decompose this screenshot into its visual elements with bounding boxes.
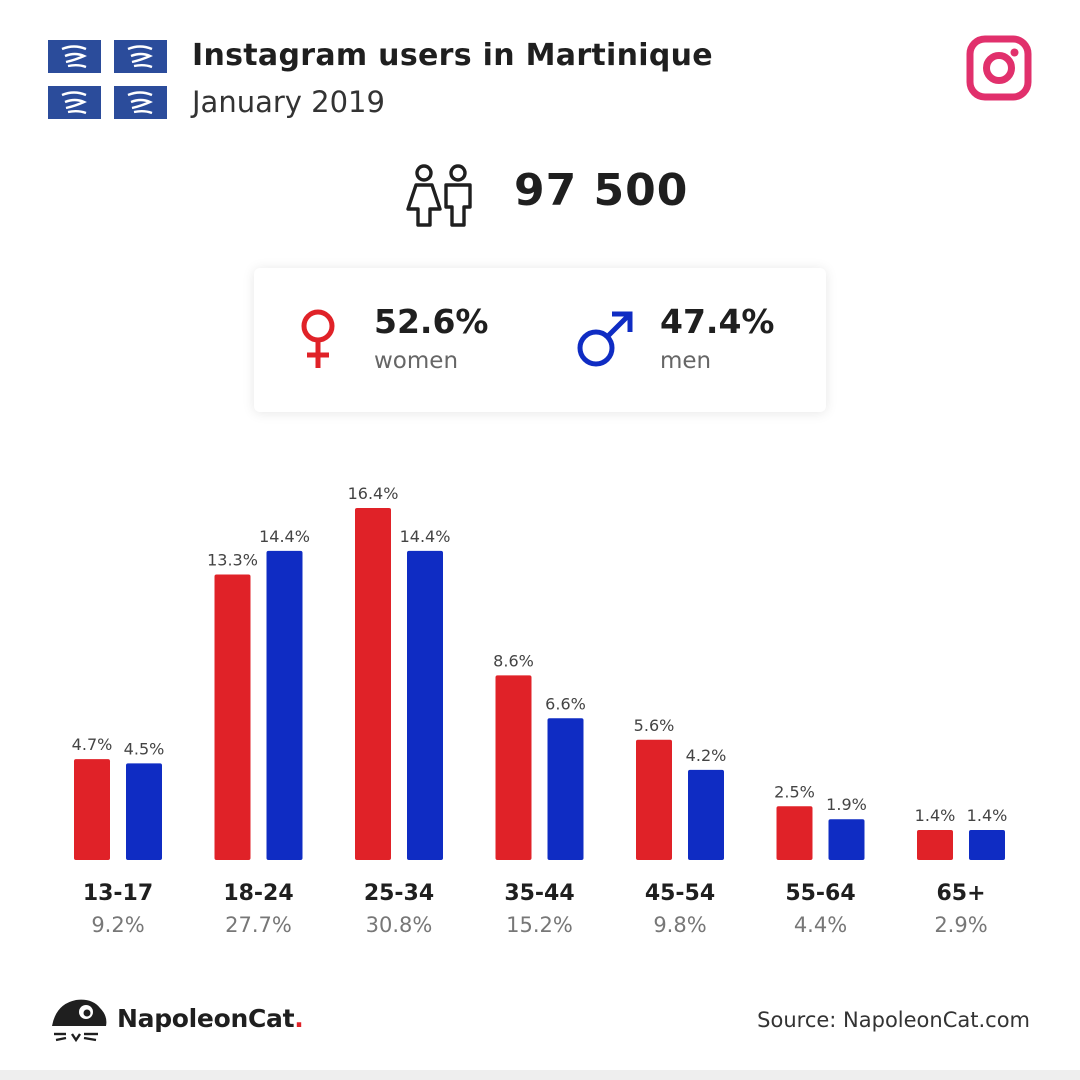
gender-card: 52.6% women 47.4% men <box>254 268 826 412</box>
category-total-13-17: 9.2% <box>91 913 144 937</box>
data-label-men-35-44: 6.6% <box>545 694 586 713</box>
bar-men-18-24 <box>266 550 303 860</box>
bar-women-35-44 <box>495 675 532 860</box>
users-icon <box>406 163 476 233</box>
women-percent: 52.6% <box>374 302 489 341</box>
bar-men-35-44 <box>547 718 584 860</box>
data-label-men-18-24: 14.4% <box>259 527 310 546</box>
category-label-35-44: 35-44 <box>504 881 574 906</box>
instagram-icon <box>966 35 1032 105</box>
brand-dot: . <box>294 1004 304 1033</box>
source-text: Source: NapoleonCat.com <box>757 1008 1030 1032</box>
female-icon <box>298 308 338 374</box>
data-label-men-55-64: 1.9% <box>826 795 867 814</box>
data-label-women-65+: 1.4% <box>915 806 956 825</box>
male-icon <box>576 310 636 374</box>
brand-name: NapoleonCat. <box>117 1004 304 1033</box>
category-total-25-34: 30.8% <box>366 913 433 937</box>
category-label-45-54: 45-54 <box>645 881 715 906</box>
data-label-men-25-34: 14.4% <box>400 527 451 546</box>
age-gender-bar-chart: 4.7% 4.5%13-179.2%13.3%14.4%18-2427.7%16.… <box>72 484 1008 937</box>
bar-women-45-54 <box>636 739 672 860</box>
brand-text: NapoleonCat <box>117 1004 295 1033</box>
data-label-women-25-34: 16.4% <box>348 484 399 503</box>
data-label-men-45-54: 4.2% <box>686 746 727 765</box>
men-percent: 47.4% <box>660 302 775 341</box>
women-label: women <box>374 348 459 374</box>
men-label: men <box>660 348 712 374</box>
category-label-25-34: 25-34 <box>364 881 434 906</box>
category-label-55-64: 55-64 <box>785 881 855 906</box>
bar-men-25-34 <box>407 550 443 860</box>
bar-women-65+ <box>917 830 953 860</box>
napoleoncat-logo-icon <box>48 994 110 1050</box>
category-label-65+: 65+ <box>936 881 985 906</box>
bar-men-45-54 <box>688 769 724 860</box>
martinique-flag-icon <box>114 86 167 119</box>
data-label-women-18-24: 13.3% <box>207 551 258 570</box>
category-total-45-54: 9.8% <box>653 913 706 937</box>
martinique-flag-icon <box>48 40 101 73</box>
category-total-35-44: 15.2% <box>506 913 573 937</box>
category-total-18-24: 27.7% <box>225 913 292 937</box>
data-label-men-65+: 1.4% <box>967 806 1008 825</box>
martinique-flag-icon <box>48 86 101 119</box>
bar-women-55-64 <box>776 806 813 860</box>
bottom-strip <box>0 1070 1080 1080</box>
data-label-men-13-17: 4.5% <box>124 739 165 758</box>
category-total-55-64: 4.4% <box>794 913 847 937</box>
page-title: Instagram users in Martinique <box>192 38 713 73</box>
bar-women-18-24 <box>214 574 251 860</box>
bar-men-13-17 <box>126 763 162 860</box>
page-subtitle: January 2019 <box>192 85 385 119</box>
bar-men-55-64 <box>828 819 865 860</box>
bar-women-13-17 <box>74 759 110 860</box>
bar-women-25-34 <box>355 508 391 860</box>
category-label-13-17: 13-17 <box>83 881 153 906</box>
bar-men-65+ <box>969 830 1005 860</box>
category-total-65+: 2.9% <box>934 913 987 937</box>
martinique-flag-icon <box>114 40 167 73</box>
total-users: 97 500 <box>514 165 689 216</box>
data-label-women-35-44: 8.6% <box>493 651 534 670</box>
data-label-women-45-54: 5.6% <box>634 716 675 735</box>
data-label-women-13-17: 4.7% <box>72 735 113 754</box>
data-label-women-55-64: 2.5% <box>774 782 815 801</box>
category-label-18-24: 18-24 <box>223 881 293 906</box>
